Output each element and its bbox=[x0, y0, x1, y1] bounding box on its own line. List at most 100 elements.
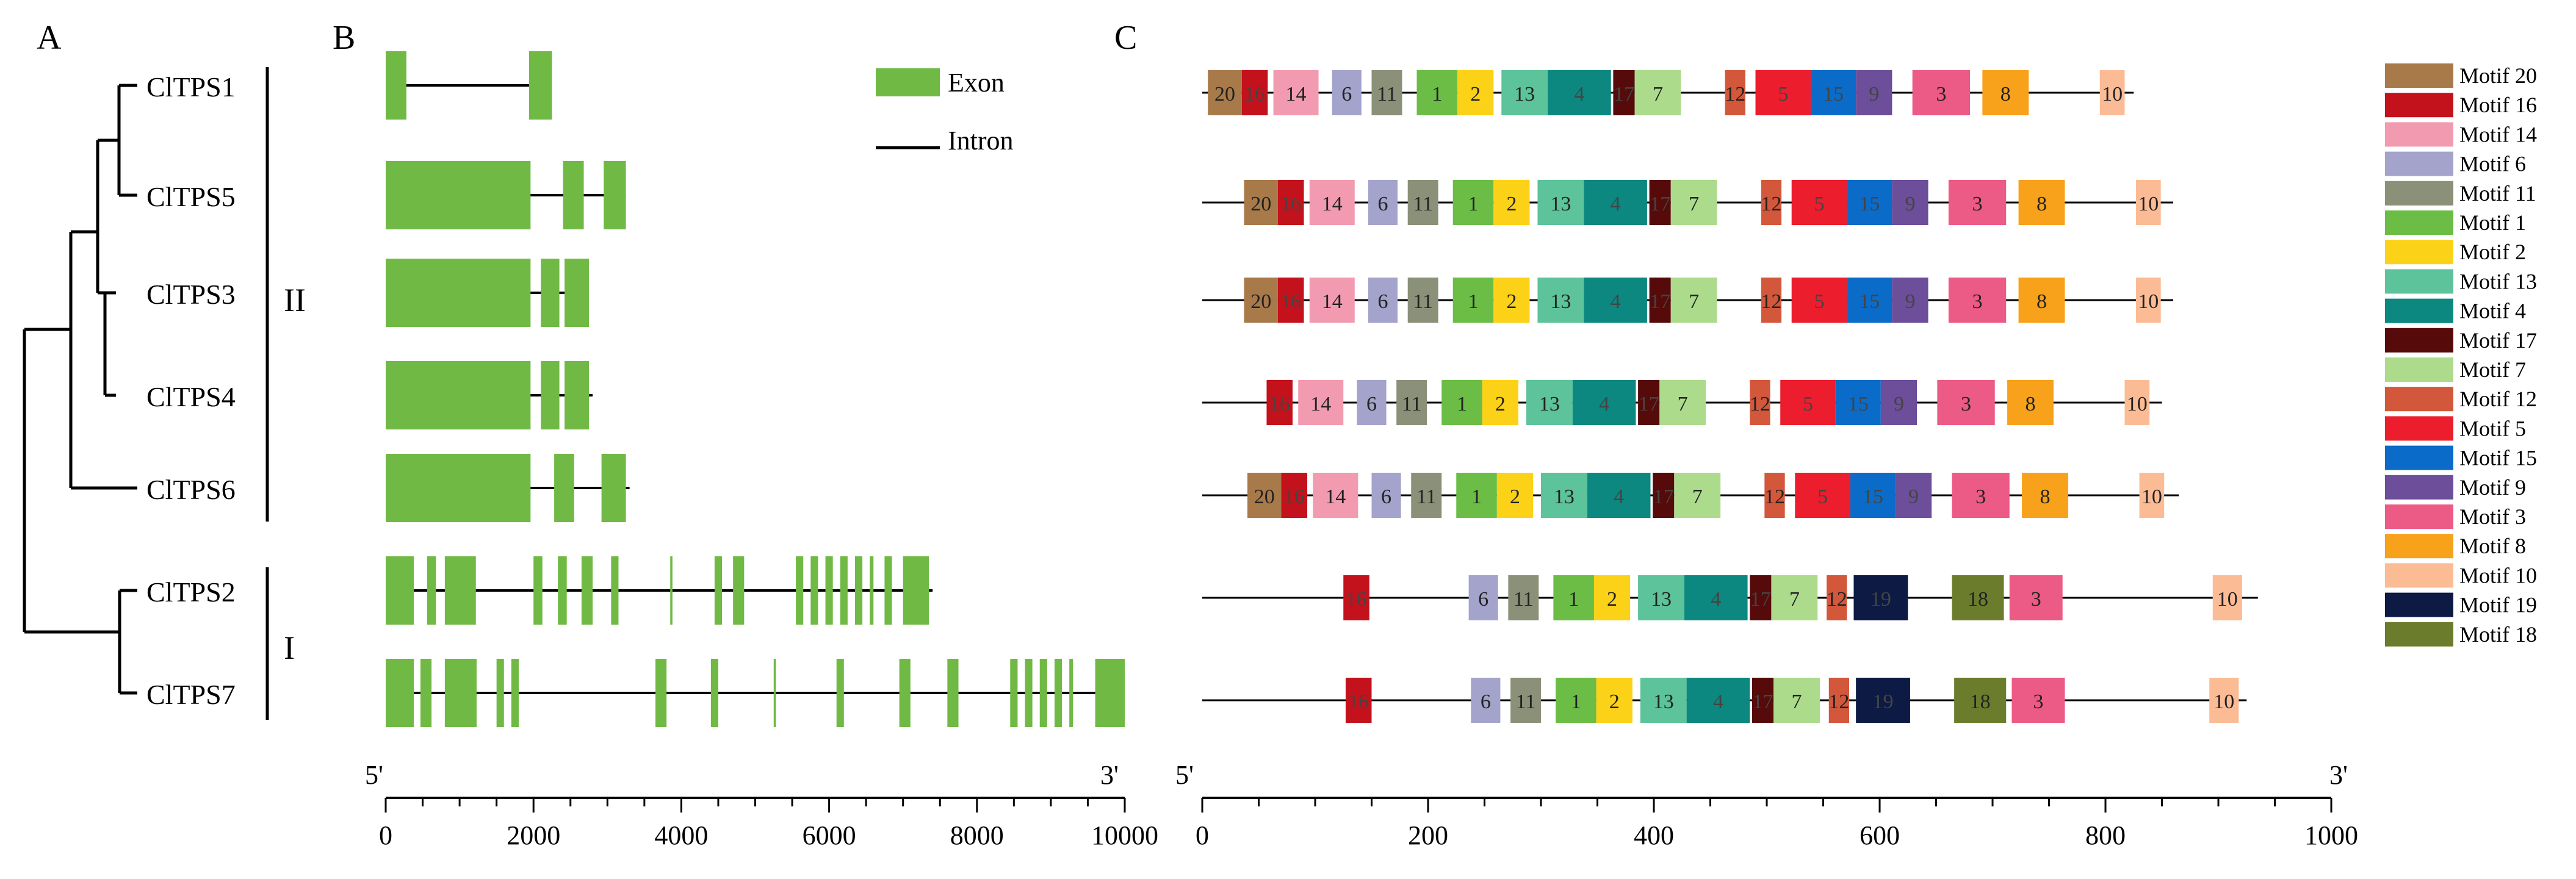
motif-box-label: 20 bbox=[1214, 83, 1235, 106]
exon-block bbox=[655, 659, 667, 727]
motif-box bbox=[2018, 278, 2065, 323]
motif-box bbox=[2011, 678, 2065, 723]
motif-box-label: 13 bbox=[1550, 193, 1571, 215]
motif-box-label: 10 bbox=[2138, 193, 2159, 215]
motif-box-label: 15 bbox=[1859, 193, 1880, 215]
exon-block bbox=[386, 361, 531, 429]
motif-box bbox=[1750, 380, 1770, 425]
motif-box bbox=[1553, 575, 1594, 620]
motif-legend-label: Motif 17 bbox=[2459, 328, 2537, 353]
motif-legend-item: Motif 4 bbox=[2385, 299, 2526, 323]
motif-box-label: 9 bbox=[1894, 393, 1904, 415]
motif-box bbox=[1828, 678, 1850, 723]
gene-row bbox=[386, 454, 630, 522]
gene-row bbox=[386, 659, 1125, 727]
motif-legend-swatch bbox=[2385, 622, 2453, 647]
motif-box bbox=[1895, 473, 1932, 518]
motif-box-label: 6 bbox=[1378, 193, 1388, 215]
exon-block bbox=[386, 51, 406, 120]
gene-structure-axis: 0 2000 4000 6000 8000 10000 bbox=[379, 797, 1158, 850]
protein-row: 20 16 14 6 11 1 2 13 4 17 7 12 5 15 9 3 8 10 bbox=[1202, 70, 2134, 115]
motif-box bbox=[1357, 380, 1387, 425]
motif-box-label: 17 bbox=[1650, 193, 1670, 215]
motif-box-label: 7 bbox=[1692, 486, 1703, 508]
motif-box bbox=[1892, 278, 1928, 323]
motif-box bbox=[1593, 575, 1631, 620]
gene-row bbox=[386, 51, 552, 120]
motif-box bbox=[1791, 278, 1847, 323]
motif-box bbox=[1208, 70, 1242, 115]
motif-box-label: 12 bbox=[1761, 290, 1781, 313]
exon-block bbox=[840, 556, 848, 625]
motif-box bbox=[1892, 180, 1928, 225]
motif-legend-item: Motif 3 bbox=[2385, 504, 2526, 529]
motif-legend-label: Motif 2 bbox=[2459, 240, 2526, 264]
exon-block bbox=[1095, 659, 1125, 727]
motif-box bbox=[1670, 278, 1717, 323]
panel-label-a: A bbox=[37, 19, 62, 57]
motif-legend-label: Motif 15 bbox=[2459, 446, 2537, 470]
motif-legend-item: Motif 18 bbox=[2385, 622, 2537, 647]
motif-legend-label: Motif 12 bbox=[2459, 387, 2537, 411]
motif-box bbox=[1847, 180, 1892, 225]
axis-tick-label: 200 bbox=[1408, 820, 1448, 850]
tree-leaf-label: ClTPS1 bbox=[146, 71, 236, 102]
motif-box bbox=[1853, 575, 1908, 620]
motif-box-label: 17 bbox=[1753, 691, 1773, 713]
gs-scale-5prime: 5' bbox=[365, 760, 383, 790]
motif-box-label: 9 bbox=[1905, 193, 1915, 215]
motif-legend-label: Motif 5 bbox=[2459, 416, 2526, 440]
motif-legend-item: Motif 10 bbox=[2385, 563, 2537, 588]
exon-block bbox=[714, 556, 723, 625]
motif-box-label: 7 bbox=[1792, 691, 1802, 713]
exon-block bbox=[565, 361, 590, 429]
motif-box bbox=[1952, 575, 2004, 620]
motif-box-label: 3 bbox=[2033, 691, 2043, 713]
motif-legend-swatch bbox=[2385, 93, 2453, 118]
exon-block bbox=[420, 659, 432, 727]
motif-box-label: 13 bbox=[1539, 393, 1560, 415]
motif-box bbox=[1640, 678, 1687, 723]
motif-box bbox=[1850, 473, 1896, 518]
motif-box-label: 5 bbox=[1814, 193, 1825, 215]
motif-legend-label: Motif 10 bbox=[2459, 563, 2537, 587]
gs-scale-3prime: 3' bbox=[1100, 760, 1119, 790]
axis-tick-label: 8000 bbox=[950, 820, 1004, 850]
exon-block bbox=[386, 161, 531, 229]
motif-box-label: 3 bbox=[1936, 83, 1946, 106]
motif-box-label: 12 bbox=[1827, 588, 1847, 611]
motif-legend-item: Motif 9 bbox=[2385, 475, 2526, 500]
motif-box bbox=[1634, 70, 1681, 115]
exon-block bbox=[854, 556, 863, 625]
motif-box-label: 1 bbox=[1571, 691, 1581, 713]
exon-block bbox=[558, 556, 567, 625]
exon-block bbox=[386, 259, 531, 327]
motif-legend-item: Motif 17 bbox=[2385, 328, 2537, 353]
motif-box-label: 15 bbox=[1848, 393, 1869, 415]
motif-box-label: 7 bbox=[1789, 588, 1800, 611]
motif-box bbox=[1584, 180, 1647, 225]
motif-box bbox=[2018, 180, 2065, 225]
tree-leaf-label: ClTPS6 bbox=[146, 474, 236, 505]
motif-box-label: 13 bbox=[1653, 691, 1674, 713]
motif-box bbox=[1241, 70, 1268, 115]
motif-box-label: 20 bbox=[1250, 290, 1271, 313]
motif-box bbox=[1761, 278, 1782, 323]
motif-box bbox=[1441, 380, 1482, 425]
motif-box-label: 17 bbox=[1639, 393, 1659, 415]
motif-legend-swatch bbox=[2385, 240, 2453, 265]
axis-tick-label: 10000 bbox=[1091, 820, 1158, 850]
motif-box-label: 10 bbox=[2213, 691, 2234, 713]
motif-box-label: 20 bbox=[1254, 486, 1275, 508]
motif-box-label: 13 bbox=[1514, 83, 1535, 106]
motif-box-label: 16 bbox=[1346, 588, 1367, 611]
motif-box bbox=[1277, 278, 1304, 323]
exon-block bbox=[604, 161, 626, 229]
motif-box-label: 2 bbox=[1470, 83, 1481, 106]
motif-box-label: 20 bbox=[1250, 193, 1271, 215]
motif-legend-swatch bbox=[2385, 210, 2453, 235]
protein-row: 20 16 14 6 11 1 2 13 4 17 7 12 5 15 9 3 8 10 bbox=[1202, 180, 2173, 225]
motif-structure-axis: 0 200 400 600 800 1000 bbox=[1196, 797, 2358, 850]
motif-box bbox=[1584, 278, 1647, 323]
motif-legend-label: Motif 9 bbox=[2459, 475, 2526, 500]
